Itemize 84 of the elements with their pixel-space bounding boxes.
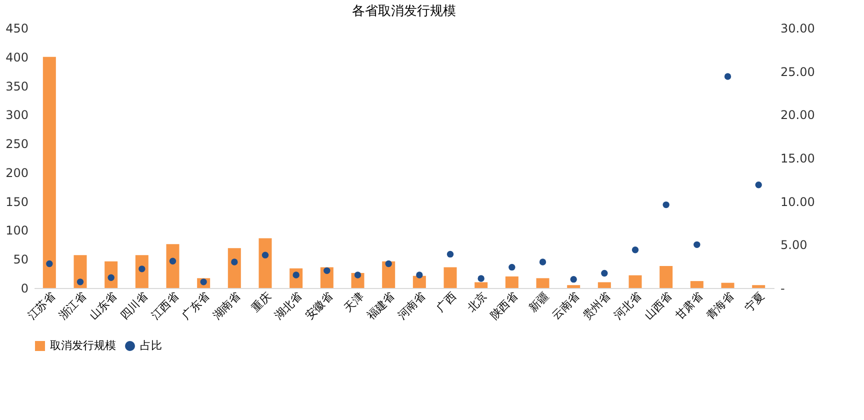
bar <box>598 282 611 288</box>
x-tick-label: 四川省 <box>118 290 150 322</box>
point <box>570 276 577 283</box>
point <box>138 266 146 272</box>
y2-tick-label: 20.00 <box>780 108 815 122</box>
y-tick-label: 0 <box>20 282 28 296</box>
x-tick-label: 江西省 <box>148 290 182 322</box>
x-tick-label: 甘肃省 <box>672 290 706 322</box>
point <box>478 275 484 282</box>
point <box>446 250 454 258</box>
x-tick-label: 青海省 <box>704 290 736 322</box>
x-tick-label: 广东省 <box>180 290 212 322</box>
y-tick-label: 250 <box>6 137 28 152</box>
y-tick-label: 200 <box>6 166 28 180</box>
y2-tick-label: 25.00 <box>780 64 815 79</box>
point <box>231 258 238 266</box>
bar <box>660 266 673 288</box>
point <box>354 272 362 278</box>
point <box>632 246 639 254</box>
x-tick-label: 新疆 <box>526 290 552 315</box>
point <box>601 270 608 277</box>
y2-tick-label: 30.00 <box>780 22 815 36</box>
x-tick-label: 浙江省 <box>56 290 89 322</box>
x-tick-label: 陕西省 <box>488 290 520 322</box>
legend-label: 取消发行规模 <box>50 339 116 352</box>
bar <box>474 282 488 288</box>
x-tick-label: 福建省 <box>364 290 398 322</box>
bar <box>567 285 580 288</box>
point <box>76 278 84 286</box>
y-tick-label: 100 <box>6 224 28 238</box>
bar <box>536 278 550 288</box>
x-tick-label: 贵州省 <box>580 290 613 322</box>
bar <box>104 261 118 288</box>
bar <box>135 255 148 288</box>
y-tick-label: 150 <box>6 194 28 209</box>
bar <box>752 285 766 288</box>
y2-tick-label: - <box>780 282 785 296</box>
bar <box>166 244 180 288</box>
x-tick-label: 重庆 <box>248 290 274 315</box>
point <box>508 264 516 271</box>
point <box>262 252 269 258</box>
y2-tick-label: 5.00 <box>780 238 808 252</box>
x-tick-label: 山西省 <box>642 290 675 322</box>
bar <box>628 275 642 288</box>
y-tick-label: 400 <box>6 50 28 64</box>
y-tick-label: 50 <box>13 252 28 267</box>
bar <box>721 282 734 288</box>
bar <box>412 276 426 288</box>
y-tick-label: 450 <box>6 22 28 36</box>
y-tick-label: 300 <box>6 108 28 122</box>
x-tick-label: 湖北省 <box>272 290 305 322</box>
chart-title: 各省取消发行规模 <box>352 4 456 19</box>
point <box>46 260 53 268</box>
x-tick-label: 广西 <box>434 290 459 315</box>
bar <box>690 281 704 288</box>
y2-tick-label: 10.00 <box>780 194 815 209</box>
point <box>385 260 392 268</box>
x-tick-label: 北京 <box>464 290 490 315</box>
point <box>755 182 762 188</box>
x-tick-label: 云南省 <box>550 290 582 322</box>
bar <box>228 248 241 288</box>
bar <box>42 56 56 288</box>
bar <box>258 238 272 288</box>
x-tick-label: 山东省 <box>87 290 120 322</box>
x-tick-label: 安徽省 <box>302 290 336 322</box>
x-tick-label: 天津 <box>341 290 366 315</box>
point <box>169 258 176 264</box>
x-tick-label: 湖南省 <box>210 290 243 322</box>
point <box>724 73 732 80</box>
point <box>539 258 546 266</box>
bar <box>74 255 87 288</box>
bar <box>505 276 518 288</box>
bar <box>444 267 457 288</box>
x-tick-label: 宁夏 <box>742 290 768 315</box>
point <box>324 267 330 274</box>
x-tick-label: 河北省 <box>611 290 644 322</box>
point <box>694 241 700 248</box>
point <box>416 272 423 278</box>
legend-label: 占比 <box>140 339 162 352</box>
x-tick-label: 河南省 <box>395 290 428 322</box>
point <box>662 201 670 208</box>
bar <box>382 261 396 288</box>
y-tick-label: 350 <box>6 79 28 94</box>
y2-tick-label: 15.00 <box>780 152 815 166</box>
